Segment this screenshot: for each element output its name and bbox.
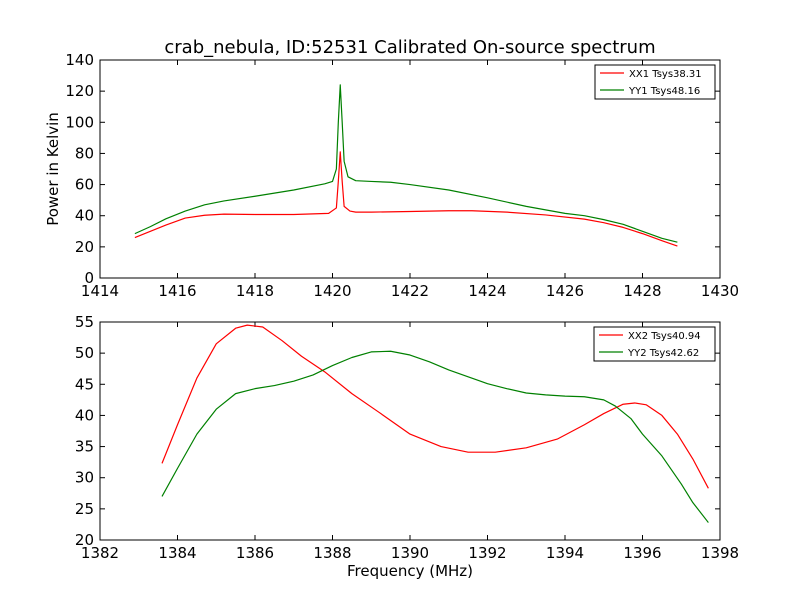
y-tick-label: 55	[75, 313, 94, 331]
x-tick-label: 1416	[158, 282, 196, 300]
y-tick-label: 80	[75, 144, 94, 162]
subplot-top: Power in Kelvin 1414 1416 1418 1420 1422 1424…	[44, 51, 739, 300]
legend-box-top	[594, 64, 716, 100]
x-tick-label: 1398	[701, 544, 739, 562]
legend-label-yy2: YY2 Tsys42.62	[627, 348, 699, 359]
y-tick-label: 20	[75, 238, 94, 256]
y-tick-label: 25	[75, 500, 94, 518]
chart-title: crab_nebula, ID:52531 Calibrated On-sour…	[164, 37, 655, 58]
subplot-bottom: 1382 1384 1386 1388 1390 1392 1394 1396 1398 20 25…	[75, 313, 739, 580]
y-tick-label: 40	[75, 207, 94, 225]
series-layer-bottom	[161, 324, 709, 523]
y-tick-label: 40	[75, 406, 94, 424]
series-line-yy2	[161, 350, 709, 523]
legend-box-bottom	[593, 326, 716, 362]
x-tick-label: 1388	[313, 544, 351, 562]
y-axis-label-top: Power in Kelvin	[44, 112, 62, 226]
y-tick-label: 45	[75, 375, 94, 393]
x-tick-label: 1420	[313, 282, 351, 300]
y-tick-label: 60	[75, 176, 94, 194]
x-tick-label: 1396	[623, 544, 661, 562]
y-tick-label: 120	[65, 82, 94, 100]
x-tick-label: 1414	[81, 282, 119, 300]
x-tick-label: 1424	[468, 282, 506, 300]
series-layer-top	[134, 84, 678, 247]
series-line-xx1	[134, 151, 678, 247]
x-tick-label: 1428	[623, 282, 661, 300]
y-tick-label: 20	[75, 531, 94, 549]
x-tick-label: 1394	[546, 544, 584, 562]
x-tick-label: 1382	[81, 544, 119, 562]
x-tick-label: 1422	[391, 282, 429, 300]
y-tick-label: 140	[65, 51, 94, 69]
x-tick-label: 1384	[158, 544, 196, 562]
legend-label-yy1: YY1 Tsys48.16	[628, 86, 700, 97]
x-tick-label: 1426	[546, 282, 584, 300]
x-tick-label: 1392	[468, 544, 506, 562]
x-tick-label: 1386	[236, 544, 274, 562]
ticks-top: 1414 1416 1418 1420 1422 1424 1426 1428 1430 0 20 4…	[65, 51, 739, 300]
legend-label-xx2: XX2 Tsys40.94	[628, 331, 701, 342]
legend-top: XX1 Tsys38.31 YY1 Tsys48.16	[594, 64, 716, 100]
plot-frame-bottom	[99, 321, 721, 541]
y-tick-label: 50	[75, 344, 94, 362]
y-tick-label: 100	[65, 113, 94, 131]
x-tick-label: 1390	[391, 544, 429, 562]
ticks-bottom: 1382 1384 1386 1388 1390 1392 1394 1396 1398 20 25…	[75, 313, 739, 562]
series-line-yy1	[134, 84, 678, 243]
y-tick-label: 0	[84, 269, 94, 287]
y-tick-label: 35	[75, 438, 94, 456]
x-tick-label: 1418	[236, 282, 274, 300]
x-tick-label: 1430	[701, 282, 739, 300]
series-line-xx2	[161, 324, 709, 489]
legend-label-xx1: XX1 Tsys38.31	[629, 69, 702, 80]
legend-bottom: XX2 Tsys40.94 YY2 Tsys42.62	[593, 326, 716, 362]
x-axis-label: Frequency (MHz)	[347, 562, 473, 580]
y-tick-label: 30	[75, 469, 94, 487]
plot-frame-top	[99, 59, 721, 279]
